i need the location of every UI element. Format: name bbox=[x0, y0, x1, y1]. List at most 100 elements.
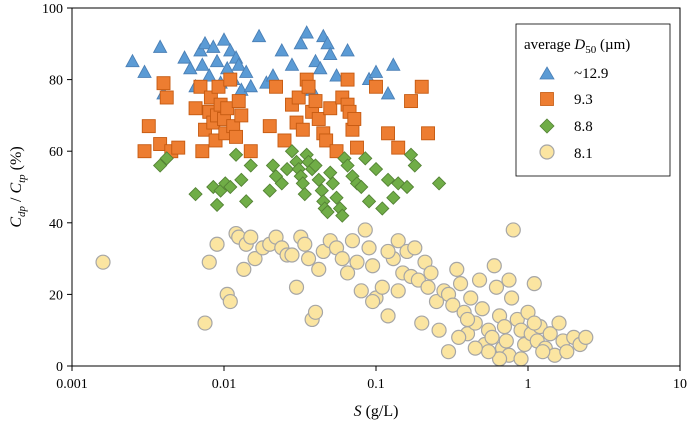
legend-title-units: (µm) bbox=[596, 37, 630, 53]
legend-label-8-1: 8.1 bbox=[574, 146, 593, 162]
x-axis-title-var: S bbox=[354, 403, 362, 420]
data-point-triangle bbox=[251, 28, 267, 43]
legend-title: average D50 (µm) bbox=[524, 37, 630, 56]
data-point-triangle bbox=[274, 43, 290, 57]
data-point-triangle bbox=[320, 35, 335, 50]
data-point-square bbox=[414, 79, 429, 94]
data-point-circle bbox=[334, 251, 350, 267]
data-point-circle bbox=[307, 304, 324, 320]
y-tick-label: 60 bbox=[49, 145, 63, 160]
data-point-circle bbox=[284, 247, 300, 263]
data-point-circle bbox=[365, 258, 381, 274]
data-point-triangle bbox=[197, 35, 213, 50]
data-point-circle bbox=[474, 301, 490, 317]
y-axis-title-sep: / bbox=[8, 194, 25, 206]
legend-marker-8-1 bbox=[539, 144, 555, 160]
x-tick-label: 0.01 bbox=[212, 377, 237, 392]
data-point-square bbox=[323, 101, 338, 116]
data-point-triangle bbox=[313, 60, 328, 75]
data-point-circle bbox=[471, 272, 488, 288]
data-point-triangle bbox=[238, 64, 254, 78]
data-point-square bbox=[308, 94, 323, 109]
data-point-triangle bbox=[329, 68, 344, 82]
data-point-circle bbox=[463, 290, 479, 306]
data-point-circle bbox=[445, 297, 461, 313]
data-point-circle bbox=[297, 236, 313, 252]
data-point-square bbox=[137, 144, 152, 159]
data-point-circle bbox=[365, 293, 381, 310]
data-point-diamond bbox=[399, 179, 415, 195]
data-point-circle bbox=[449, 261, 465, 277]
data-point-diamond bbox=[159, 151, 174, 166]
data-point-square bbox=[193, 79, 208, 94]
data-point-triangle bbox=[193, 43, 208, 57]
data-point-diamond bbox=[284, 144, 300, 159]
data-point-triangle bbox=[195, 57, 210, 71]
data-point-square bbox=[301, 79, 316, 94]
y-tick-label: 100 bbox=[42, 2, 63, 17]
data-point-square bbox=[295, 122, 310, 137]
data-point-circle bbox=[451, 329, 467, 345]
data-point-circle bbox=[486, 258, 502, 274]
data-point-circle bbox=[349, 254, 365, 270]
data-point-circle bbox=[431, 322, 447, 338]
data-point-diamond bbox=[308, 158, 323, 173]
data-point-diamond bbox=[265, 158, 281, 173]
data-point-square bbox=[229, 129, 243, 144]
data-point-triangle bbox=[340, 43, 355, 57]
data-point-circle bbox=[414, 315, 430, 331]
data-point-square bbox=[350, 140, 364, 155]
data-point-circle bbox=[480, 344, 497, 360]
data-point-circle bbox=[452, 276, 469, 292]
data-point-circle bbox=[380, 243, 396, 260]
data-point-circle bbox=[484, 329, 500, 345]
data-point-circle bbox=[467, 340, 483, 356]
data-point-circle bbox=[353, 283, 369, 299]
data-point-diamond bbox=[228, 147, 244, 162]
data-point-circle bbox=[503, 290, 520, 306]
data-point-circle bbox=[578, 329, 594, 345]
data-point-circle bbox=[311, 261, 327, 277]
data-point-diamond bbox=[407, 158, 422, 173]
data-point-circle bbox=[380, 308, 396, 324]
data-point-triangle bbox=[216, 32, 232, 46]
data-point-square bbox=[291, 90, 306, 105]
data-point-square bbox=[141, 119, 156, 134]
data-point-diamond bbox=[431, 176, 447, 191]
data-point-square bbox=[340, 72, 355, 87]
data-point-triangle bbox=[284, 57, 300, 71]
data-point-circle bbox=[501, 272, 517, 288]
data-point-diamond bbox=[380, 172, 396, 187]
data-point-square bbox=[404, 94, 418, 109]
legend-label-8-8: 8.8 bbox=[574, 119, 593, 135]
data-point-triangle bbox=[299, 25, 314, 39]
data-point-triangle bbox=[177, 50, 192, 64]
legend: average D50 (µm) ~12.9 9.3 8.8 8.1 bbox=[515, 23, 671, 177]
data-point-circle bbox=[542, 326, 558, 342]
data-point-circle bbox=[390, 283, 406, 299]
data-point-diamond bbox=[274, 176, 289, 191]
data-point-circle bbox=[209, 236, 225, 252]
data-point-circle bbox=[95, 254, 111, 270]
data-point-diamond bbox=[239, 194, 254, 209]
data-point-square bbox=[234, 108, 249, 123]
data-point-circle bbox=[505, 222, 521, 238]
data-point-diamond bbox=[320, 204, 335, 220]
data-point-triangle bbox=[125, 53, 140, 68]
data-point-circle bbox=[559, 344, 575, 360]
data-point-square bbox=[188, 101, 203, 116]
legend-marker-8-8 bbox=[539, 118, 555, 134]
y-axis-title-units: (%) bbox=[8, 146, 25, 174]
data-point-triangle bbox=[386, 57, 401, 71]
data-point-circle bbox=[535, 344, 551, 360]
data-point-triangle bbox=[243, 78, 259, 93]
y-axis-title: Cdp / Ctp (%) bbox=[8, 146, 28, 227]
data-point-circle bbox=[459, 311, 476, 328]
x-axis-title-units: (g/L) bbox=[362, 403, 399, 420]
series-8-1 bbox=[95, 222, 594, 367]
data-point-diamond bbox=[403, 147, 419, 162]
data-point-triangle bbox=[380, 85, 396, 100]
y-tick-label: 0 bbox=[56, 360, 63, 375]
y-axis-title-den-sub: tp bbox=[16, 174, 28, 183]
